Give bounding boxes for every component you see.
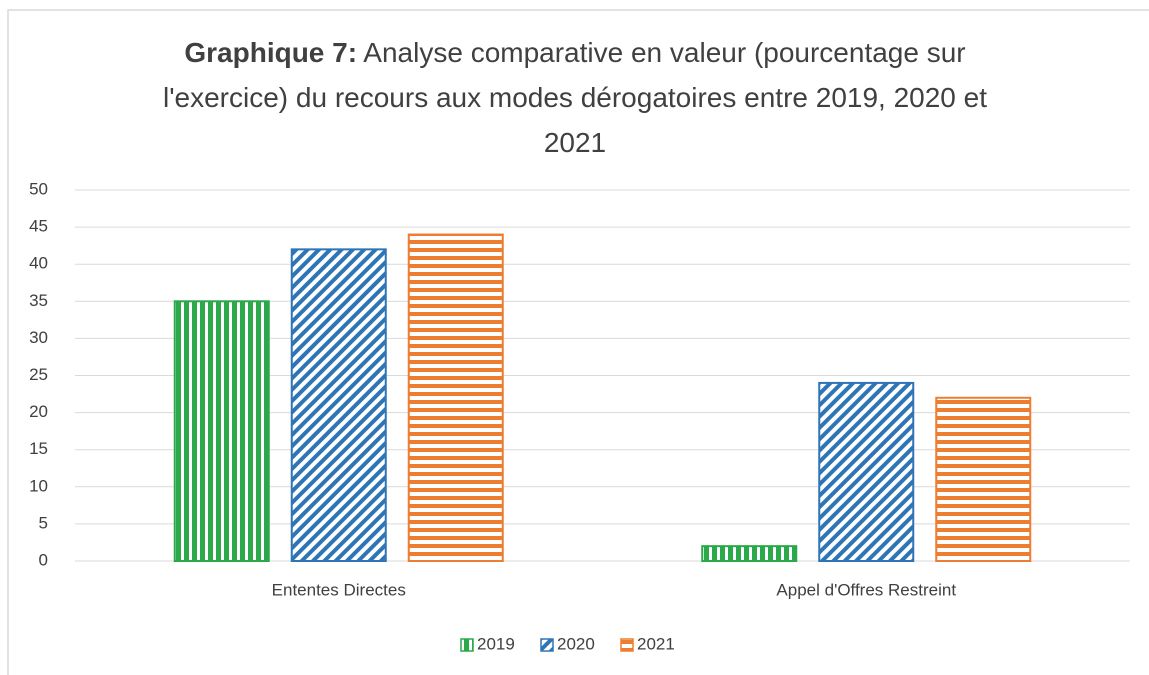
x-tick-label: Appel d'Offres Restreint bbox=[776, 580, 956, 599]
y-tick-label: 15 bbox=[29, 439, 48, 458]
y-tick-label: 10 bbox=[29, 476, 48, 495]
title-prefix: Graphique 7: bbox=[184, 37, 358, 68]
legend-label: 2019 bbox=[477, 634, 515, 653]
y-tick-label: 0 bbox=[39, 550, 48, 569]
bar bbox=[290, 248, 387, 563]
bar bbox=[407, 233, 504, 563]
legend-swatch bbox=[540, 638, 554, 652]
x-tick-label: Ententes Directes bbox=[272, 580, 406, 599]
legend-label: 2020 bbox=[557, 634, 595, 653]
y-tick-label: 30 bbox=[29, 328, 48, 347]
y-tick-label: 20 bbox=[29, 402, 48, 421]
y-tick-label: 35 bbox=[29, 291, 48, 310]
y-tick-label: 5 bbox=[39, 513, 48, 532]
y-tick-label: 25 bbox=[29, 365, 48, 384]
y-tick-label: 50 bbox=[29, 179, 48, 198]
bar bbox=[701, 545, 798, 562]
legend-swatch bbox=[460, 638, 474, 652]
bar bbox=[935, 396, 1032, 563]
legend-label: 2021 bbox=[637, 634, 675, 653]
chart-title: Analyse comparative en valeur (pourcenta… bbox=[162, 37, 988, 158]
chart-title-block: Graphique 7: Analyse comparative en vale… bbox=[130, 30, 1020, 165]
bar bbox=[173, 300, 270, 562]
y-tick-label: 45 bbox=[29, 217, 48, 236]
legend-swatch bbox=[620, 638, 634, 652]
bar bbox=[818, 381, 915, 563]
chart-frame bbox=[7, 9, 1149, 675]
y-tick-label: 40 bbox=[29, 254, 48, 273]
